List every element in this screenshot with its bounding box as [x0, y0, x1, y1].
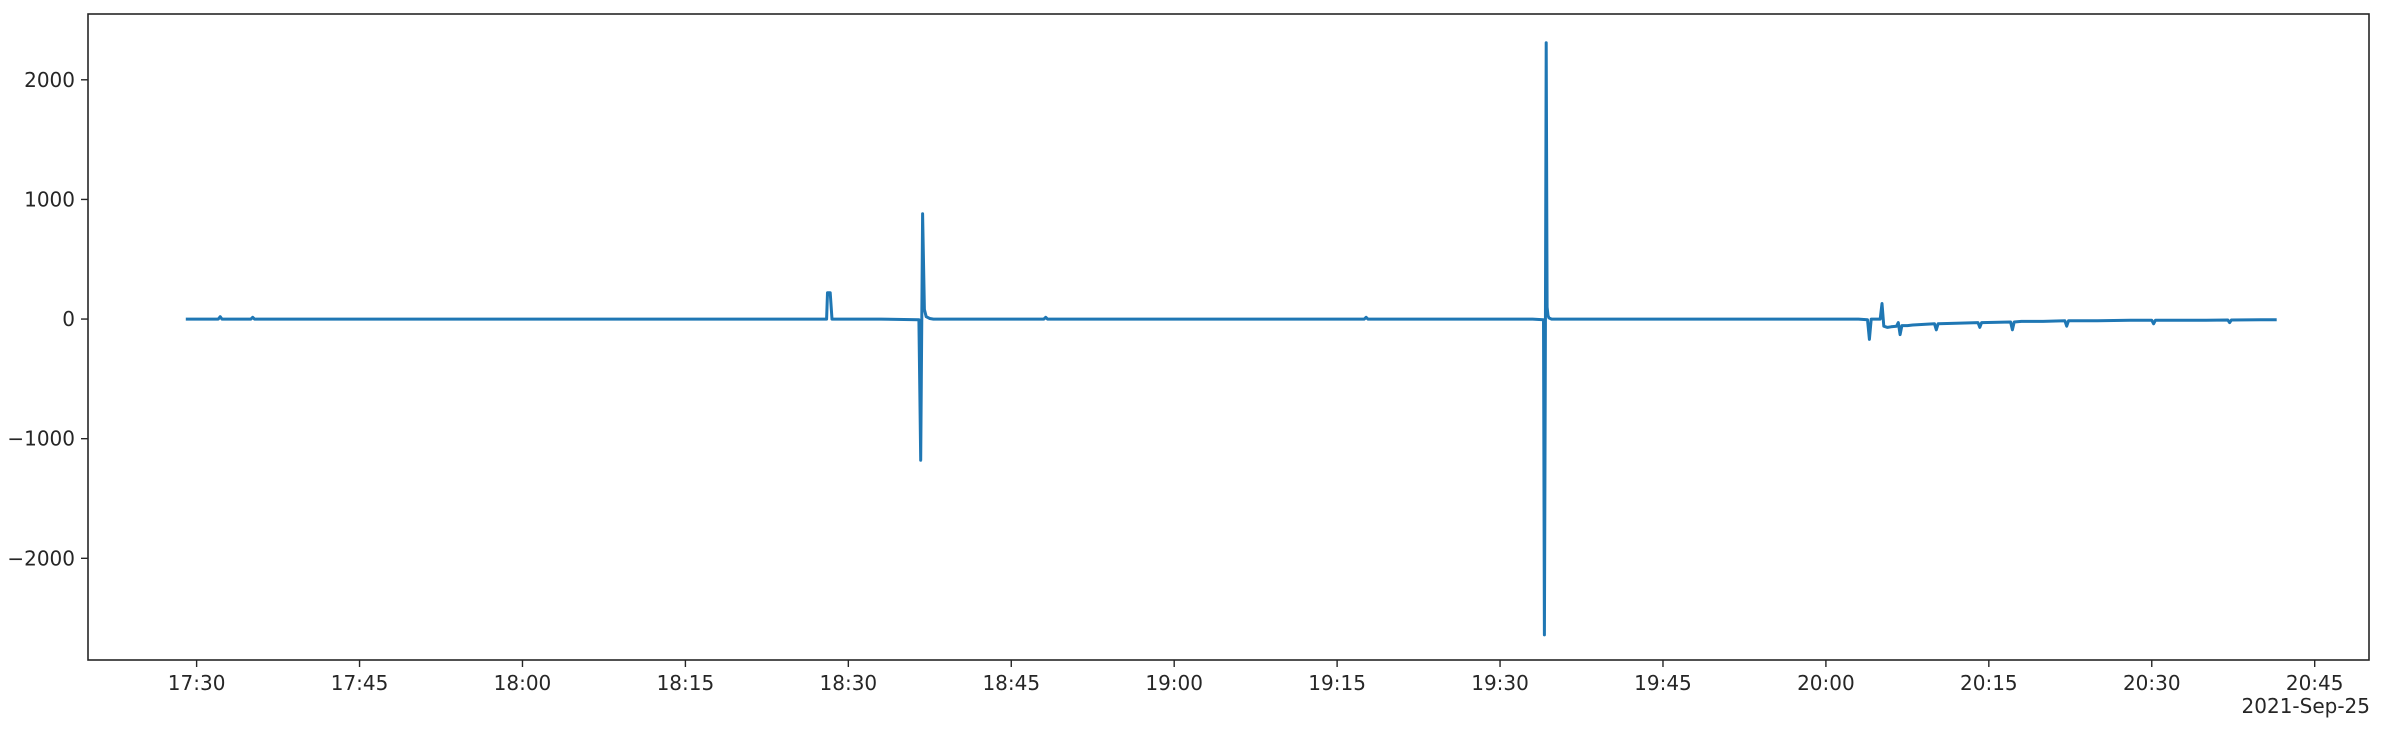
y-tick-label: 0 — [62, 307, 75, 331]
y-axis: 2000 1000 0 −1000 −2000 — [7, 68, 88, 570]
x-tick-label: 18:15 — [657, 671, 715, 695]
series-line — [185, 41, 2277, 637]
x-tick-label: 18:45 — [982, 671, 1040, 695]
x-tick-label: 19:15 — [1308, 671, 1366, 695]
series-layer — [185, 41, 2277, 637]
x-tick-label: 20:30 — [2123, 671, 2181, 695]
plot-frame — [87, 13, 2370, 661]
x-tick-label: 20:45 — [2286, 671, 2344, 695]
y-tick-label: 1000 — [24, 187, 75, 211]
x-tick-label: 18:00 — [494, 671, 552, 695]
x-tick-label: 19:30 — [1471, 671, 1529, 695]
y-tick-label: −2000 — [7, 546, 75, 570]
x-tick-label: 18:30 — [820, 671, 878, 695]
x-tick-label: 17:30 — [168, 671, 226, 695]
y-tick-label: −1000 — [7, 427, 75, 451]
x-axis-offset-label: 2021-Sep-25 — [2242, 694, 2370, 718]
x-tick-label: 17:45 — [331, 671, 389, 695]
y-tick-label: 2000 — [24, 68, 75, 92]
x-axis: 17:30 17:45 18:00 18:15 18:30 18:45 19:00 19:15… — [168, 660, 2344, 695]
x-tick-label: 19:00 — [1145, 671, 1203, 695]
x-tick-label: 20:00 — [1797, 671, 1855, 695]
x-tick-label: 20:15 — [1960, 671, 2018, 695]
x-tick-label: 19:45 — [1634, 671, 1692, 695]
